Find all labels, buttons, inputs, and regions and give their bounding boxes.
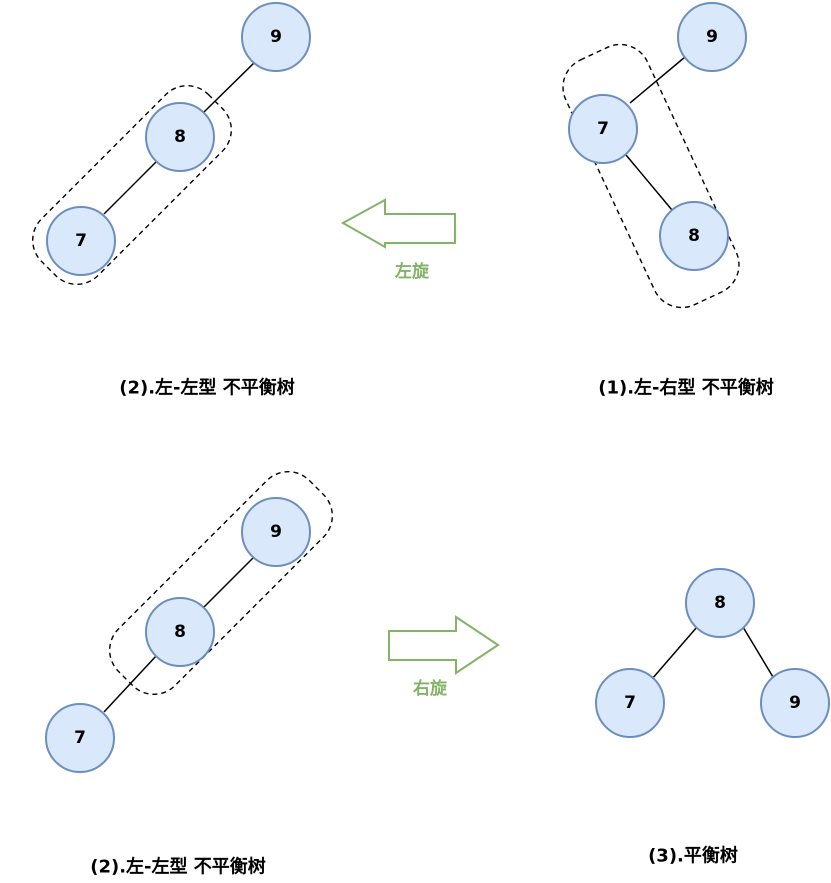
right-rotate-arrow: 右旋 xyxy=(388,615,500,699)
dashed-group-bottom-left xyxy=(108,470,334,696)
node-top-right-middle: 7 xyxy=(568,94,638,164)
node-bottom-left-middle: 8 xyxy=(145,597,215,667)
caption-bottom-left: (2).左-左型 不平衡树 xyxy=(90,856,266,878)
node-bottom-left-root: 9 xyxy=(241,497,311,567)
edge-bottom-right-8-9 xyxy=(742,626,774,678)
node-top-left-root: 9 xyxy=(241,2,311,72)
edge-top-right-7-8 xyxy=(625,154,673,211)
edge-bottom-left-8-7 xyxy=(103,654,158,713)
edge-top-left-8-7 xyxy=(103,159,159,215)
node-bottom-right-root: 8 xyxy=(685,568,755,638)
caption-bottom-right: (3).平衡树 xyxy=(648,845,738,867)
node-top-right-root: 9 xyxy=(677,2,747,72)
right-arrow-icon xyxy=(388,615,500,675)
node-bottom-right-left: 7 xyxy=(595,668,665,738)
right-rotate-label: 右旋 xyxy=(413,678,448,699)
dashed-group-top-right xyxy=(562,43,740,309)
node-label: 8 xyxy=(688,226,700,246)
node-label: 8 xyxy=(174,622,186,642)
node-label: 8 xyxy=(714,593,726,613)
left-rotate-arrow: 左旋 xyxy=(340,198,456,282)
node-label: 7 xyxy=(624,693,636,713)
tree-bottom-left: 9 8 7 xyxy=(45,470,334,773)
caption-top-left: (2).左-左型 不平衡树 xyxy=(119,377,295,399)
node-bottom-right-right: 9 xyxy=(760,668,830,738)
edge-top-right-9-7 xyxy=(629,56,686,104)
node-label: 7 xyxy=(75,231,87,251)
left-arrow-icon xyxy=(340,198,456,249)
edge-top-left-9-8 xyxy=(202,59,258,114)
node-top-left-middle: 8 xyxy=(145,102,215,172)
node-label: 9 xyxy=(706,27,718,47)
tree-bottom-right: 8 7 9 xyxy=(595,568,830,738)
caption-top-right: (1).左-右型 不平衡树 xyxy=(598,377,774,399)
tree-top-right: 9 7 8 xyxy=(562,2,747,309)
node-label: 8 xyxy=(174,127,186,147)
node-label: 7 xyxy=(74,728,86,748)
node-label: 9 xyxy=(789,693,801,713)
node-top-left-leaf: 7 xyxy=(46,206,116,276)
edge-bottom-right-8-7 xyxy=(651,626,698,680)
tree-top-left: 9 8 7 xyxy=(32,2,311,285)
left-rotate-label: 左旋 xyxy=(395,261,430,282)
node-label: 7 xyxy=(597,119,609,139)
edge-bottom-left-9-8 xyxy=(202,556,255,609)
node-label: 9 xyxy=(270,522,282,542)
node-bottom-left-leaf: 7 xyxy=(45,703,115,773)
node-top-right-leaf: 8 xyxy=(659,201,729,271)
node-label: 9 xyxy=(270,27,282,47)
